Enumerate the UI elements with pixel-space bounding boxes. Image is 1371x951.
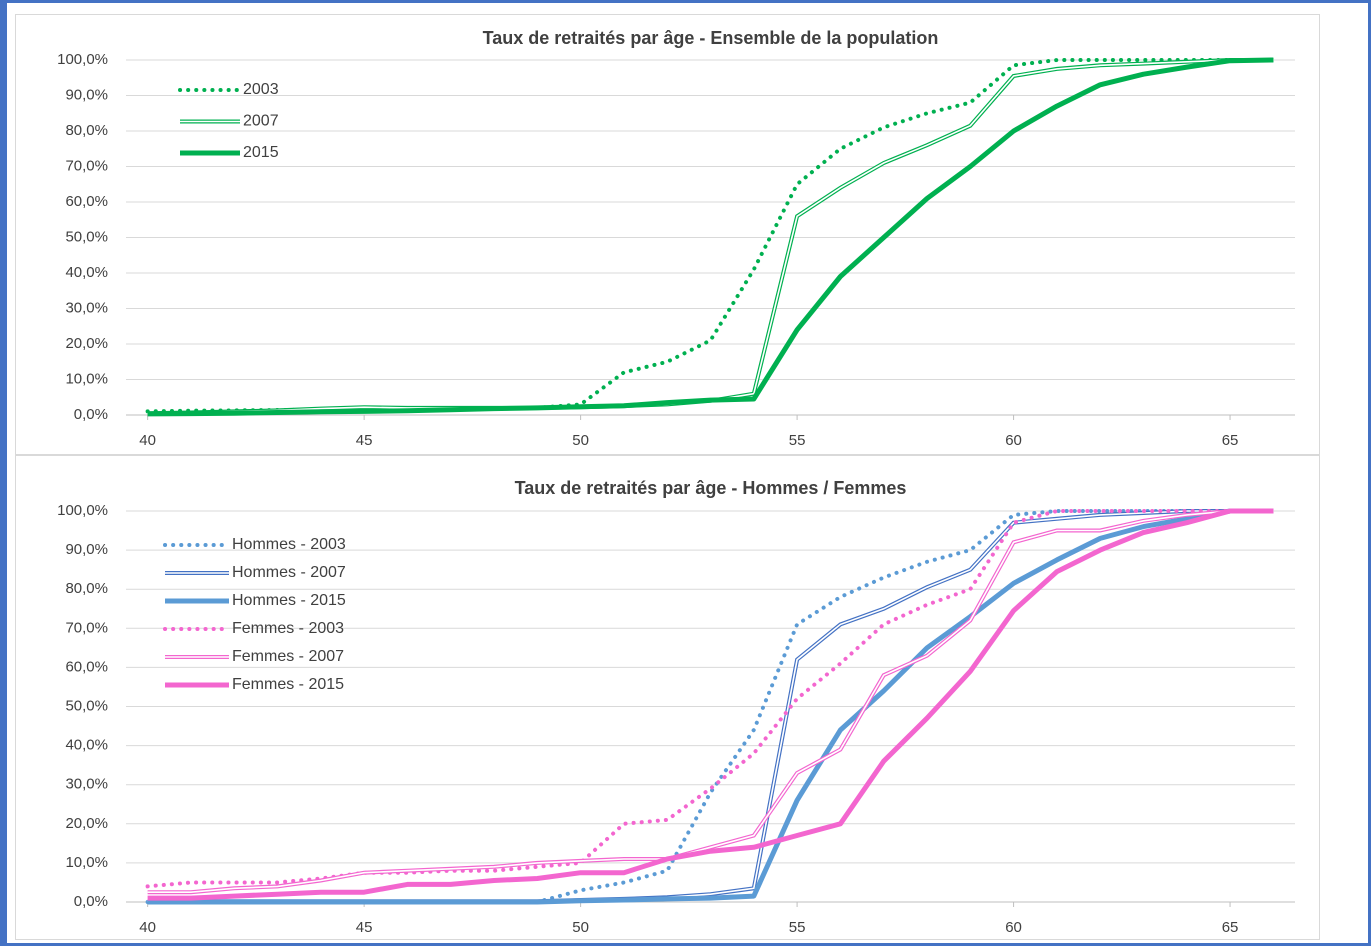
y-tick-label: 50,0% [65,228,108,245]
x-tick-label: 60 [1005,432,1022,449]
legend-label: Hommes - 2007 [232,564,346,581]
x-tick-label: 40 [139,432,156,449]
y-tick-label: 90,0% [65,541,108,558]
x-tick-label: 45 [356,919,373,936]
panel [15,14,1320,455]
legend-label: Femmes - 2015 [232,676,344,693]
y-tick-label: 80,0% [65,580,108,597]
frame-left [0,0,7,946]
x-tick-label: 65 [1222,919,1239,936]
y-tick-label: 10,0% [65,370,108,387]
legend-label: 2007 [243,113,279,130]
legend-label: 2003 [243,81,279,98]
y-tick-label: 90,0% [65,86,108,103]
y-tick-label: 40,0% [65,264,108,281]
x-tick-label: 40 [139,919,156,936]
series-line [147,57,1274,417]
y-tick-label: 0,0% [74,893,108,910]
x-tick-label: 50 [572,919,589,936]
x-tick-label: 65 [1222,432,1239,449]
series-line [147,508,1274,901]
x-tick-label: 45 [356,432,373,449]
chart-title: Taux de retraités par âge - Ensemble de … [483,28,939,48]
x-tick-label: 55 [789,919,806,936]
x-tick-label: 50 [572,432,589,449]
y-tick-label: 70,0% [65,157,108,174]
y-tick-label: 40,0% [65,737,108,754]
series-line [147,508,1274,905]
y-tick-label: 50,0% [65,697,108,714]
x-tick-label: 55 [789,432,806,449]
y-tick-label: 80,0% [65,122,108,139]
y-tick-label: 20,0% [65,815,108,832]
y-tick-label: 30,0% [65,299,108,316]
chart-title: Taux de retraités par âge - Hommes / Fem… [515,478,907,498]
y-tick-label: 0,0% [74,406,108,423]
y-tick-label: 60,0% [65,658,108,675]
panel [15,455,1320,940]
legend-label: Femmes - 2003 [232,620,344,637]
legend-label: Femmes - 2007 [232,648,344,665]
y-tick-label: 20,0% [65,335,108,352]
y-tick-label: 60,0% [65,193,108,210]
x-tick-label: 60 [1005,919,1022,936]
y-tick-label: 30,0% [65,776,108,793]
y-tick-label: 100,0% [57,51,108,68]
legend-label: Hommes - 2015 [232,592,346,609]
legend-label: Hommes - 2003 [232,536,346,553]
y-tick-label: 70,0% [65,619,108,636]
y-tick-label: 10,0% [65,854,108,871]
legend-label: 2015 [243,144,279,161]
y-tick-label: 100,0% [57,502,108,519]
line-inner [147,510,1274,893]
